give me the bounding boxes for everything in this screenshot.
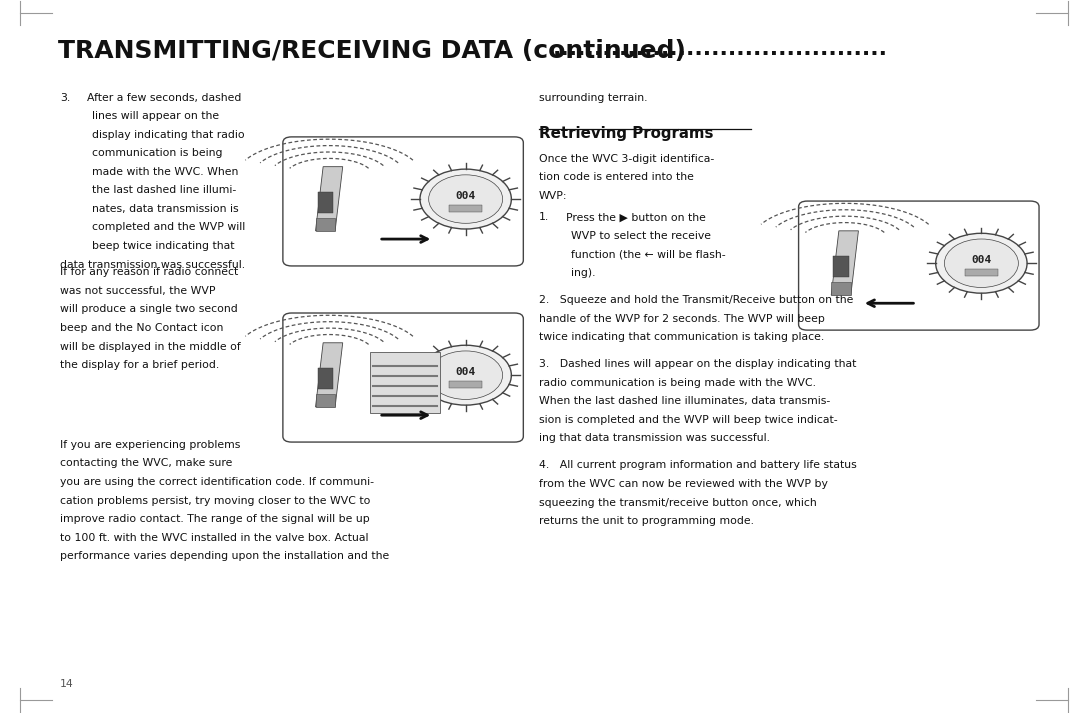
Text: ing).: ing).	[571, 268, 596, 278]
Text: 004: 004	[456, 190, 475, 200]
Bar	[831, 282, 851, 295]
Text: 004: 004	[456, 366, 475, 376]
Text: surrounding terrain.: surrounding terrain.	[539, 93, 647, 103]
Text: communication is being: communication is being	[92, 148, 223, 158]
Bar	[316, 394, 335, 407]
FancyBboxPatch shape	[283, 137, 523, 266]
Bar	[370, 352, 441, 413]
Text: was not successful, the WVP: was not successful, the WVP	[60, 286, 215, 296]
Text: handle of the WVP for 2 seconds. The WVP will beep: handle of the WVP for 2 seconds. The WVP…	[539, 314, 825, 324]
Bar	[318, 368, 333, 389]
Text: data transmission was successful.: data transmission was successful.	[60, 260, 245, 270]
Bar	[316, 218, 335, 231]
Polygon shape	[316, 167, 343, 231]
Text: the display for a brief period.: the display for a brief period.	[60, 360, 219, 370]
Text: nates, data transmission is: nates, data transmission is	[92, 204, 239, 214]
Polygon shape	[316, 343, 343, 407]
Text: Once the WVC 3-digit identifica-: Once the WVC 3-digit identifica-	[539, 154, 714, 164]
Text: 3.   Dashed lines will appear on the display indicating that: 3. Dashed lines will appear on the displ…	[539, 359, 856, 369]
Text: sion is completed and the WVP will beep twice indicat-: sion is completed and the WVP will beep …	[539, 415, 837, 425]
Bar	[449, 381, 482, 388]
FancyBboxPatch shape	[283, 313, 523, 442]
Circle shape	[936, 233, 1027, 293]
Text: ing that data transmission was successful.: ing that data transmission was successfu…	[539, 434, 769, 443]
Text: completed and the WVP will: completed and the WVP will	[92, 222, 246, 232]
Text: 4.   All current program information and battery life status: 4. All current program information and b…	[539, 461, 856, 471]
Text: from the WVC can now be reviewed with the WVP by: from the WVC can now be reviewed with th…	[539, 479, 828, 489]
Text: made with the WVC. When: made with the WVC. When	[92, 167, 239, 177]
Text: squeezing the transmit/receive button once, which: squeezing the transmit/receive button on…	[539, 498, 816, 508]
Text: 14: 14	[60, 679, 74, 689]
Text: function (the ← will be flash-: function (the ← will be flash-	[571, 250, 726, 260]
Text: the last dashed line illumi-: the last dashed line illumi-	[92, 185, 237, 195]
Text: WVP to select the receive: WVP to select the receive	[571, 231, 712, 241]
Circle shape	[944, 239, 1018, 287]
Text: you are using the correct identification code. If communi-: you are using the correct identification…	[60, 477, 374, 487]
Text: ........................................: ........................................	[553, 39, 888, 59]
Bar	[965, 269, 998, 276]
Text: returns the unit to programming mode.: returns the unit to programming mode.	[539, 516, 754, 526]
FancyBboxPatch shape	[799, 201, 1039, 330]
Text: will produce a single two second: will produce a single two second	[60, 304, 237, 314]
Text: 2.   Squeeze and hold the Transmit/Receive button on the: 2. Squeeze and hold the Transmit/Receive…	[539, 295, 853, 305]
Text: beep twice indicating that: beep twice indicating that	[92, 241, 235, 251]
Text: cation problems persist, try moving closer to the WVC to: cation problems persist, try moving clos…	[60, 496, 370, 506]
Text: Press the ▶ button on the: Press the ▶ button on the	[566, 212, 706, 222]
Text: lines will appear on the: lines will appear on the	[92, 111, 220, 121]
Text: WVP:: WVP:	[539, 191, 567, 201]
Text: performance varies depending upon the installation and the: performance varies depending upon the in…	[60, 551, 390, 561]
Bar	[449, 205, 482, 212]
Text: contacting the WVC, make sure: contacting the WVC, make sure	[60, 458, 232, 468]
Text: display indicating that radio: display indicating that radio	[92, 130, 245, 140]
Text: 1.: 1.	[539, 212, 548, 222]
Text: improve radio contact. The range of the signal will be up: improve radio contact. The range of the …	[60, 514, 370, 524]
Text: Retrieving Programs: Retrieving Programs	[539, 126, 713, 141]
Bar	[833, 256, 849, 277]
Text: 004: 004	[972, 255, 991, 265]
Text: If you are experiencing problems: If you are experiencing problems	[60, 440, 240, 450]
Circle shape	[429, 351, 503, 399]
Text: TRANSMITTING/RECEIVING DATA (continued): TRANSMITTING/RECEIVING DATA (continued)	[58, 39, 694, 63]
Polygon shape	[831, 231, 858, 295]
Text: When the last dashed line illuminates, data transmis-: When the last dashed line illuminates, d…	[539, 396, 830, 406]
Text: tion code is entered into the: tion code is entered into the	[539, 173, 693, 183]
Text: radio communication is being made with the WVC.: radio communication is being made with t…	[539, 378, 816, 388]
Text: 3.: 3.	[60, 93, 70, 103]
Circle shape	[420, 345, 511, 405]
Text: After a few seconds, dashed: After a few seconds, dashed	[87, 93, 242, 103]
Text: If for any reason if radio connect: If for any reason if radio connect	[60, 267, 238, 277]
Circle shape	[420, 169, 511, 229]
Text: beep and the No Contact icon: beep and the No Contact icon	[60, 323, 223, 333]
Text: twice indicating that communication is taking place.: twice indicating that communication is t…	[539, 332, 824, 342]
Text: to 100 ft. with the WVC installed in the valve box. Actual: to 100 ft. with the WVC installed in the…	[60, 533, 369, 543]
Text: will be displayed in the middle of: will be displayed in the middle of	[60, 342, 240, 352]
Circle shape	[429, 175, 503, 223]
Bar	[318, 192, 333, 213]
